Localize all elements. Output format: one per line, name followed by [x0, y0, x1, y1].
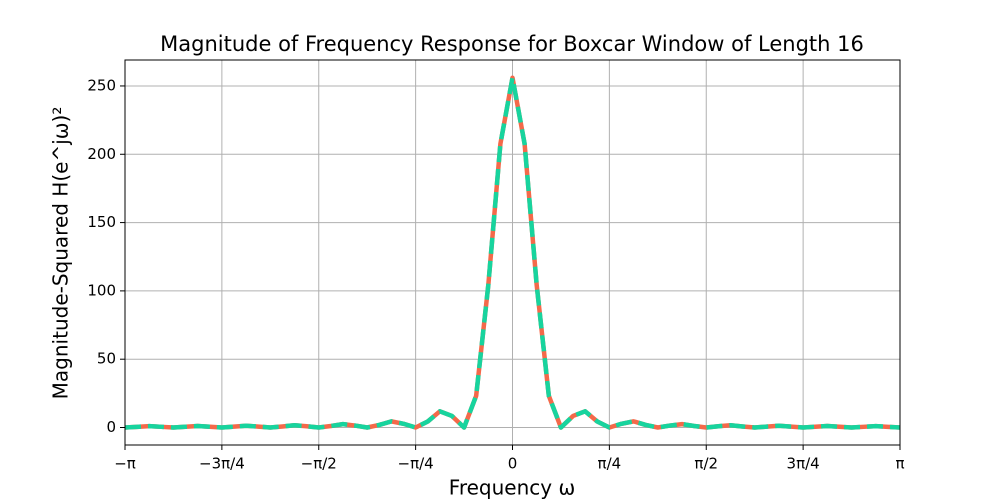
x-tick-label: −3π/4	[199, 455, 245, 473]
y-axis-label: Magnitude-Squared H(e^jω)²	[49, 107, 73, 400]
y-tick-label: 200	[87, 145, 116, 163]
x-axis-label: Frequency ω	[449, 476, 575, 500]
x-tick-label: π/2	[694, 455, 718, 473]
data-line	[124, 75, 901, 430]
plot-frame	[124, 59, 901, 446]
y-tick-label: 50	[97, 350, 116, 368]
x-tick-label: π/4	[598, 455, 622, 473]
x-tick-label: −π	[114, 455, 136, 473]
x-tick-label: 0	[508, 455, 518, 473]
x-tick-label: 3π/4	[787, 455, 820, 473]
x-tick-label: −π/2	[301, 455, 337, 473]
x-tick-label: π	[895, 455, 904, 473]
y-tick-label: 100	[87, 281, 116, 299]
chart-title: Magnitude of Frequency Response for Boxc…	[160, 32, 864, 56]
y-tick-label: 150	[87, 213, 116, 231]
x-tick-label: −π/4	[398, 455, 434, 473]
y-tick-label: 0	[106, 418, 116, 436]
y-tick-label: 250	[87, 76, 116, 94]
